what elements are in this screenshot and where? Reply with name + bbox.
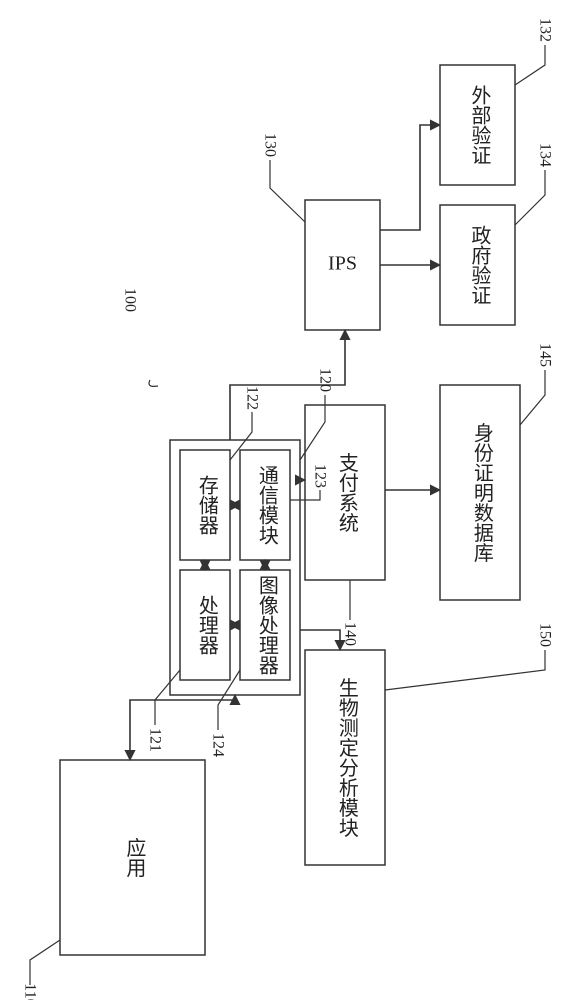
ref-132: 132 bbox=[537, 18, 554, 42]
leader-121 bbox=[155, 670, 180, 725]
ref-150: 150 bbox=[537, 623, 554, 647]
label-memory: 存储器 bbox=[195, 475, 218, 535]
arrow-device-biom bbox=[300, 630, 340, 650]
ref-145: 145 bbox=[537, 343, 554, 367]
leader-150 bbox=[385, 650, 545, 690]
node-device bbox=[170, 440, 300, 695]
label-app: 应用 bbox=[123, 837, 146, 877]
label-pay: 支付系统 bbox=[335, 452, 358, 532]
label-imgproc: 图像处理器 bbox=[255, 575, 278, 675]
leader-132 bbox=[515, 45, 545, 85]
ref-123: 123 bbox=[312, 464, 329, 488]
arrow-ips-ext bbox=[380, 125, 440, 230]
leader-145 bbox=[520, 370, 545, 425]
ref-130: 130 bbox=[262, 133, 279, 157]
label-biom: 生物测定分析模块 bbox=[335, 677, 358, 837]
leader-122 bbox=[230, 412, 252, 460]
label-ips: IPS bbox=[328, 253, 357, 275]
label-iddb: 身份证明数据库 bbox=[470, 422, 493, 562]
ref-124: 124 bbox=[210, 733, 227, 757]
ref-100: 100 bbox=[122, 288, 139, 312]
label-comm: 通信模块 bbox=[255, 465, 278, 545]
ref-134: 134 bbox=[537, 143, 554, 167]
label-processor: 处理器 bbox=[195, 595, 218, 655]
leader-130 bbox=[270, 160, 305, 222]
ref-121: 121 bbox=[147, 728, 164, 752]
leader-134 bbox=[515, 170, 545, 225]
leader-100 bbox=[149, 380, 158, 386]
label-gov: 政府验证 bbox=[468, 225, 491, 305]
ref-140: 140 bbox=[342, 622, 359, 646]
ref-110: 110 bbox=[22, 983, 39, 1000]
label-ext: 外部验证 bbox=[468, 85, 491, 165]
ref-122: 122 bbox=[244, 386, 261, 410]
ref-120: 120 bbox=[317, 368, 334, 392]
leader-110 bbox=[30, 940, 60, 985]
